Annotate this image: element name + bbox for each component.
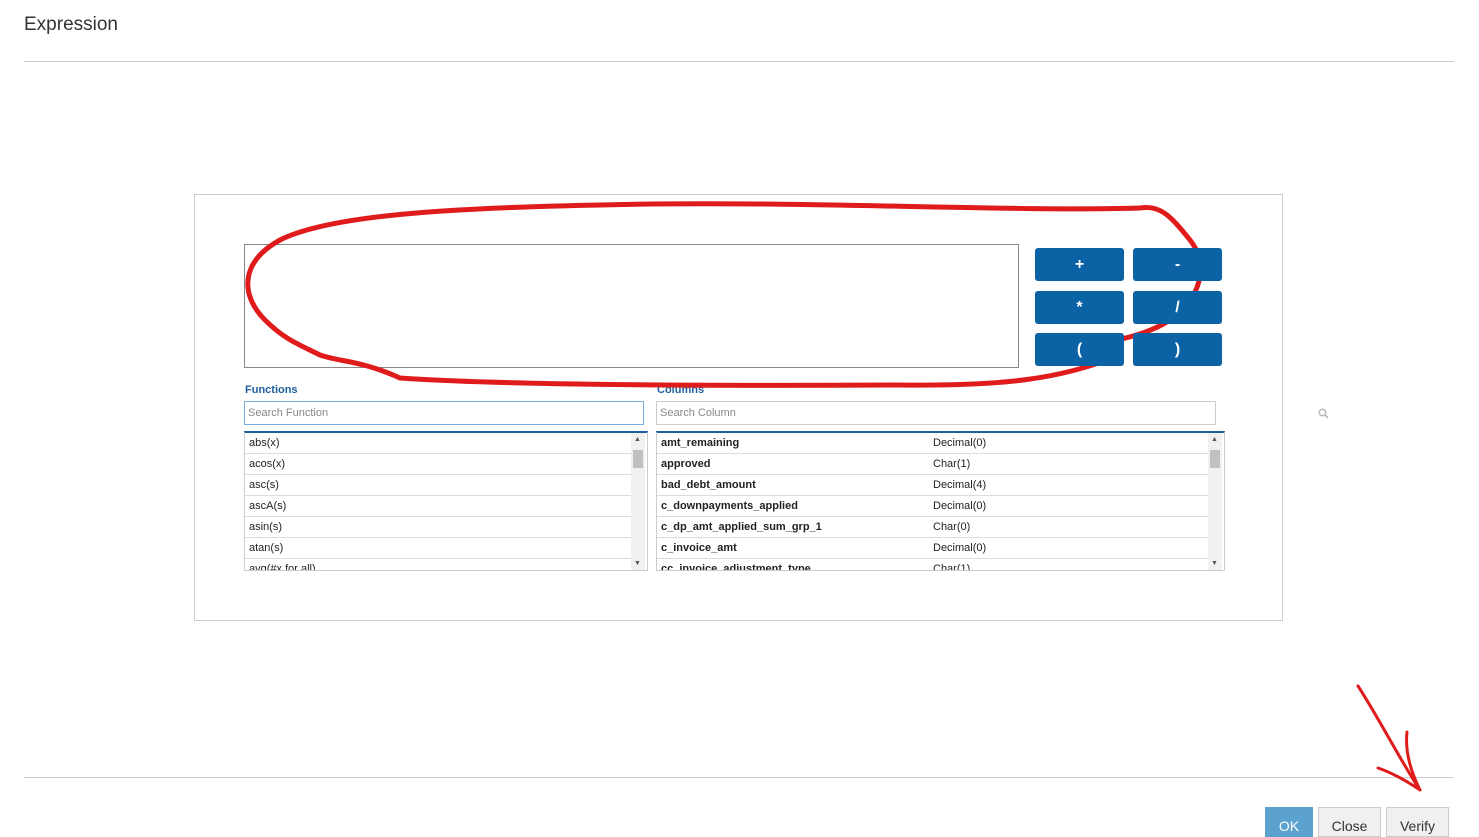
column-row[interactable]: c_invoice_amt Decimal(0) [657,538,1208,559]
columns-list: ▲ ▼ amt_remaining Decimal(0) approved Char(1… [656,431,1225,571]
column-type: Decimal(0) [933,500,987,512]
operator-button[interactable]: * [1035,291,1124,324]
function-row[interactable]: asc(s) [245,475,631,496]
scrollbar[interactable]: ▲ ▼ [1208,433,1222,570]
column-search[interactable] [656,401,1216,425]
function-row[interactable]: ascA(s) [245,496,631,517]
column-row[interactable]: c_downpayments_applied Decimal(0) [657,496,1208,517]
function-name: avg(#x for all) [249,563,316,571]
function-name: asin(s) [249,521,283,533]
divider [24,777,1454,778]
column-row[interactable]: amt_remaining Decimal(0) [657,433,1208,454]
function-row[interactable]: abs(x) [245,433,631,454]
column-name: bad_debt_amount [661,479,756,491]
footer-button[interactable]: Verify [1386,807,1449,837]
column-type: Decimal(4) [933,479,987,491]
function-name: atan(s) [249,542,284,554]
column-name: cc_invoice_adjustment_type [661,563,811,571]
function-row[interactable]: asin(s) [245,517,631,538]
footer-button[interactable]: OK [1265,807,1313,837]
search-icon[interactable] [1318,408,1329,419]
operator-button[interactable]: / [1133,291,1222,324]
column-row[interactable]: c_dp_amt_applied_sum_grp_1 Char(0) [657,517,1208,538]
column-row[interactable]: approved Char(1) [657,454,1208,475]
expression-panel [194,194,1283,621]
operator-button[interactable]: - [1133,248,1222,281]
column-row[interactable]: cc_invoice_adjustment_type Char(1) [657,559,1208,571]
scrollbar[interactable]: ▲ ▼ [631,433,645,570]
function-row[interactable]: acos(x) [245,454,631,475]
operator-button[interactable]: + [1035,248,1124,281]
column-name: approved [661,458,711,470]
column-type: Char(1) [933,563,971,571]
expression-input[interactable] [244,244,1019,368]
column-row[interactable]: bad_debt_amount Decimal(4) [657,475,1208,496]
column-name: c_dp_amt_applied_sum_grp_1 [661,521,822,533]
functions-list: ▲ ▼ abs(x) acos(x) asc(s) ascA(s) asin(s) atan… [244,431,648,571]
operator-button[interactable]: ) [1133,333,1222,366]
column-type: Char(0) [933,521,971,533]
column-type: Decimal(0) [933,542,987,554]
function-name: abs(x) [249,437,280,449]
function-search[interactable] [244,401,644,425]
column-name: c_downpayments_applied [661,500,798,512]
function-row[interactable]: atan(s) [245,538,631,559]
operator-button[interactable]: ( [1035,333,1124,366]
footer-button[interactable]: Close [1318,807,1381,837]
function-name: acos(x) [249,458,286,470]
column-name: amt_remaining [661,437,740,449]
column-type: Char(1) [933,458,971,470]
column-type: Decimal(0) [933,437,987,449]
dialog-title: Expression [24,14,118,35]
column-name: c_invoice_amt [661,542,737,554]
function-name: asc(s) [249,479,279,491]
columns-label: Columns [657,384,705,396]
annotation-arrow [1356,684,1422,792]
divider [24,61,1454,62]
functions-label: Functions [245,384,298,396]
function-row[interactable]: avg(#x for all) [245,559,631,571]
function-name: ascA(s) [249,500,287,512]
